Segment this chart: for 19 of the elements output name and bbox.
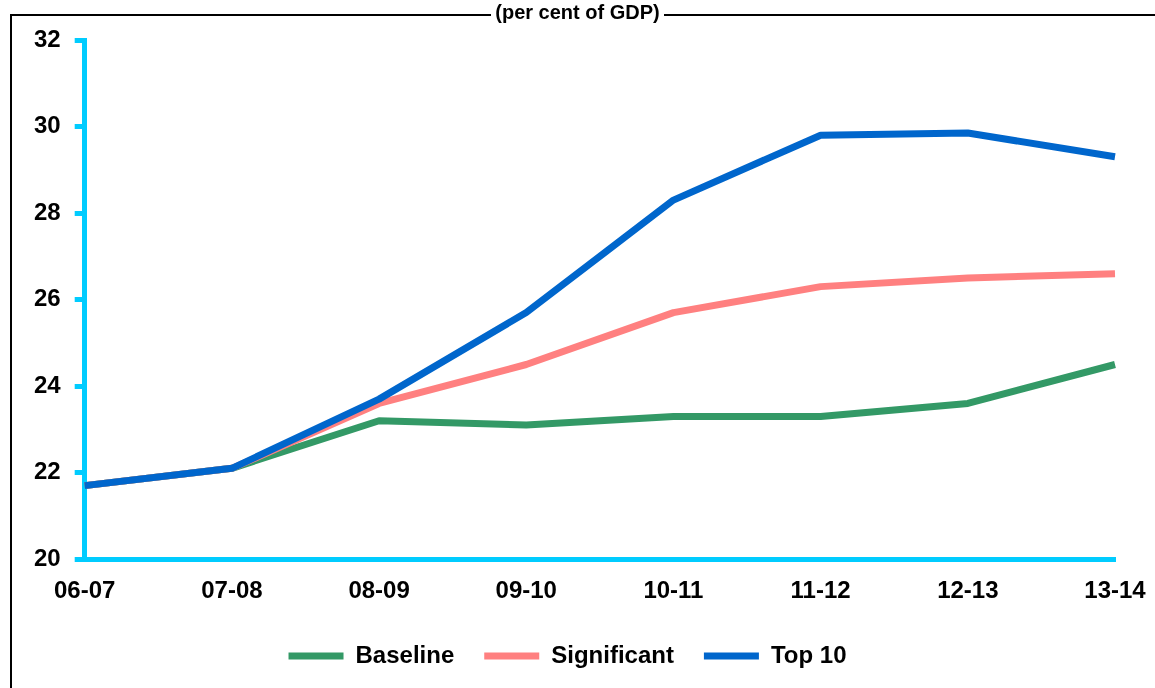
legend-label: Significant (551, 640, 674, 668)
x-tick-label: 11-12 (790, 576, 851, 604)
legend-label: Top 10 (770, 640, 847, 668)
y-tick-label: 32 (33, 24, 61, 52)
y-tick-label: 26 (33, 284, 61, 312)
y-tick-label: 20 (33, 543, 61, 571)
x-tick-label: 06-07 (54, 576, 116, 604)
x-tick-label: 07-08 (201, 576, 263, 604)
y-tick-label: 30 (33, 111, 61, 139)
y-tick-label: 24 (33, 370, 62, 398)
x-tick-label: 13-14 (1084, 576, 1147, 604)
y-tick-label: 28 (33, 197, 61, 225)
y-tick-label: 22 (33, 457, 61, 485)
x-tick-label: 12-13 (937, 576, 999, 604)
x-tick-label: 08-09 (348, 576, 410, 604)
x-tick-label: 10-11 (643, 576, 704, 604)
x-tick-label: 09-10 (495, 576, 557, 604)
legend-label: Baseline (355, 640, 455, 668)
chart-title: (per cent of GDP) (491, 1, 664, 23)
